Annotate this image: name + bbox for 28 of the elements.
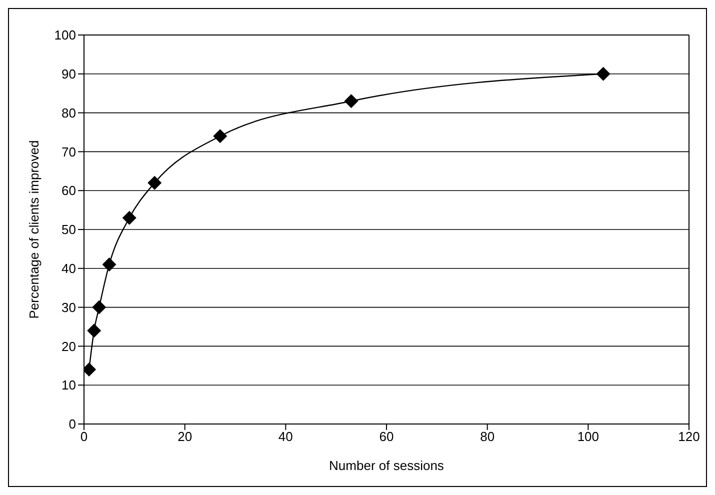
y-tick-label: 60 <box>62 183 76 198</box>
x-tick-label: 0 <box>80 429 88 444</box>
point <box>344 94 358 108</box>
x-axis-title: Number of sessions <box>329 458 444 473</box>
x-tick-label: 120 <box>678 429 700 444</box>
y-tick-label: 90 <box>62 66 76 82</box>
x-tick-label: 60 <box>379 429 394 444</box>
y-tick-label: 70 <box>62 144 76 160</box>
point <box>596 66 610 81</box>
y-tick-label: 50 <box>62 222 76 238</box>
x-tick-label: 80 <box>480 429 495 444</box>
x-tick-label: 100 <box>577 429 600 444</box>
x-tick-label: 40 <box>278 429 293 444</box>
point <box>213 129 228 144</box>
point <box>122 210 136 225</box>
y-tick-label: 10 <box>62 378 76 393</box>
y-tick-label: 20 <box>62 338 76 354</box>
point <box>87 324 102 338</box>
x-tick-label: 20 <box>178 429 192 444</box>
point <box>102 258 116 272</box>
y-tick-label: 100 <box>54 28 76 43</box>
y-tick-label: 80 <box>62 105 76 120</box>
point <box>148 176 162 190</box>
y-axis-title: Percentage of clients improved <box>26 140 42 319</box>
y-tick-label: 0 <box>68 416 76 432</box>
y-tick-label: 40 <box>62 261 76 276</box>
point <box>92 300 106 314</box>
y-tick-label: 30 <box>62 300 76 315</box>
